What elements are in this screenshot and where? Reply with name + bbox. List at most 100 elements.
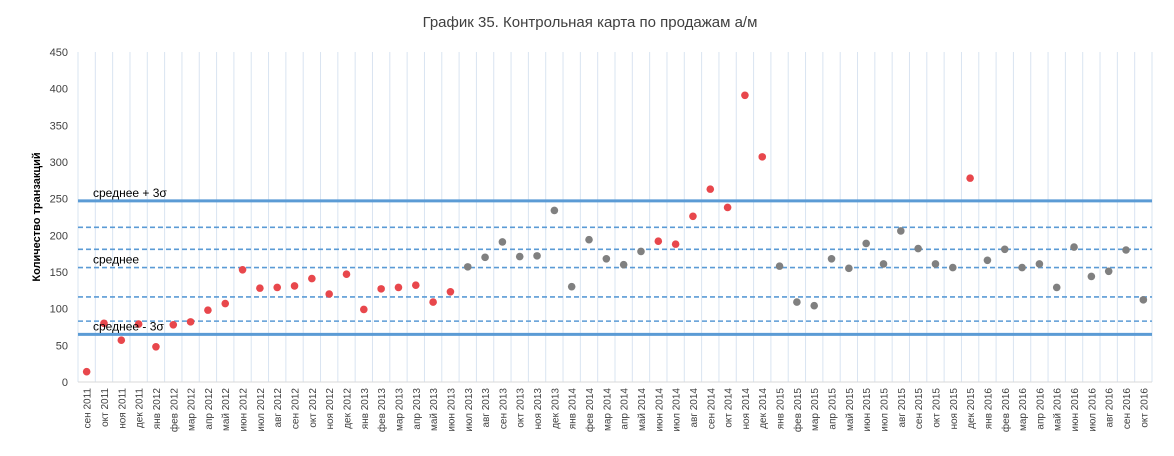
x-tick-label: окт 2016 (1139, 388, 1150, 428)
x-tick-label: дек 2015 (966, 388, 977, 429)
data-point (1122, 246, 1130, 254)
data-point (342, 270, 351, 279)
data-point (117, 336, 126, 345)
x-tick-label: июн 2013 (446, 388, 457, 432)
data-point (1018, 263, 1026, 272)
x-tick-label: авг 2015 (897, 388, 908, 428)
y-axis-label: Количество транзакций (31, 152, 43, 281)
data-point (186, 318, 195, 326)
data-point (897, 227, 905, 235)
control-limit-labels: среднее + 3σ среднее среднее - 3σ (93, 186, 167, 333)
x-tick-label: дек 2013 (550, 388, 561, 429)
data-point (515, 252, 524, 261)
y-tick-label: 200 (50, 230, 68, 242)
data-point (758, 153, 767, 161)
data-point (567, 282, 576, 291)
x-tick-label: мар 2016 (1018, 388, 1029, 431)
data-point (827, 254, 836, 263)
data-point (377, 285, 385, 293)
x-tick-label: апр 2013 (412, 388, 423, 430)
data-point (273, 283, 282, 292)
x-tick-label: авг 2013 (481, 388, 492, 428)
x-tick-label: ноя 2015 (949, 388, 960, 430)
data-point (498, 238, 507, 246)
data-point (793, 298, 801, 306)
x-tick-label: авг 2014 (689, 388, 700, 428)
data-point (411, 281, 420, 290)
x-tick-label: сен 2012 (291, 388, 302, 430)
data-point (1052, 283, 1061, 292)
y-tick-label: 250 (50, 194, 68, 206)
x-tick-label: ноя 2013 (533, 388, 544, 430)
data-point (671, 240, 680, 248)
data-point (204, 306, 212, 314)
data-point (602, 254, 611, 263)
x-tick-label: окт 2011 (100, 388, 111, 427)
x-tick-label: сен 2011 (83, 388, 94, 429)
x-tick-label: янв 2013 (360, 388, 371, 430)
data-point (1035, 260, 1044, 268)
data-point (1087, 272, 1096, 281)
y-tick-label: 400 (50, 84, 68, 96)
data-point (463, 263, 472, 271)
x-tick-label: июл 2014 (672, 388, 683, 432)
control-limit-label: среднее - 3σ (93, 319, 164, 333)
x-tick-label: дек 2011 (135, 388, 146, 428)
x-tick-label: апр 2014 (620, 388, 631, 430)
x-tick-label: сен 2015 (914, 388, 925, 430)
data-point (810, 301, 819, 310)
data-point (221, 299, 230, 308)
y-tick-label: 350 (50, 120, 68, 132)
x-tick-label: авг 2016 (1105, 388, 1116, 428)
y-tick-label: 100 (50, 304, 68, 316)
x-axis-ticks: сен 2011 окт 2011 ноя 2011 дек 2011 янв 2012… (83, 388, 1151, 433)
y-axis-ticks: 0 50 100 150 200 250 300 350 400 450 (50, 47, 68, 389)
x-tick-label: фев 2014 (584, 388, 596, 433)
y-tick-label: 450 (50, 47, 68, 59)
data-point (533, 252, 541, 260)
data-point (654, 237, 663, 245)
x-tick-label: янв 2016 (983, 388, 994, 430)
data-point (689, 212, 697, 221)
x-tick-label: янв 2012 (152, 388, 163, 430)
data-point (775, 262, 784, 270)
x-tick-label: авг 2012 (273, 388, 284, 428)
x-tick-label: июл 2012 (256, 388, 267, 432)
data-point (1104, 267, 1113, 276)
data-point (845, 264, 853, 273)
x-tick-label: сен 2016 (1122, 388, 1133, 430)
data-point (325, 290, 333, 298)
data-point (100, 319, 108, 328)
x-tick-label: окт 2012 (308, 388, 319, 428)
data-point (238, 266, 247, 274)
data-point (1070, 243, 1078, 251)
x-tick-label: мар 2015 (810, 388, 821, 431)
x-tick-label: май 2016 (1053, 388, 1064, 431)
x-tick-label: мар 2012 (187, 388, 198, 431)
data-point (82, 367, 91, 376)
x-tick-label: фев 2015 (792, 388, 804, 433)
data-point (290, 282, 299, 290)
x-tick-label: май 2014 (637, 388, 648, 431)
data-point (152, 343, 160, 351)
data-point (948, 263, 957, 272)
data-point (1139, 296, 1148, 304)
x-tick-label: июн 2012 (239, 388, 250, 432)
data-point (585, 235, 593, 244)
data-point (619, 260, 628, 269)
x-tick-label: фев 2016 (1000, 388, 1012, 433)
x-tick-label: ноя 2011 (117, 388, 128, 429)
vertical-gridlines (77, 52, 1153, 382)
x-tick-label: окт 2014 (724, 388, 735, 428)
data-points (82, 91, 1148, 376)
y-tick-label: 150 (50, 267, 68, 279)
data-point (308, 274, 316, 283)
data-point (931, 260, 940, 268)
x-tick-label: фев 2012 (168, 388, 180, 433)
y-tick-label: 50 (56, 340, 68, 352)
x-tick-label: ноя 2012 (325, 388, 336, 430)
y-tick-label: 300 (50, 157, 68, 169)
data-point (446, 288, 455, 296)
data-point (966, 174, 974, 182)
